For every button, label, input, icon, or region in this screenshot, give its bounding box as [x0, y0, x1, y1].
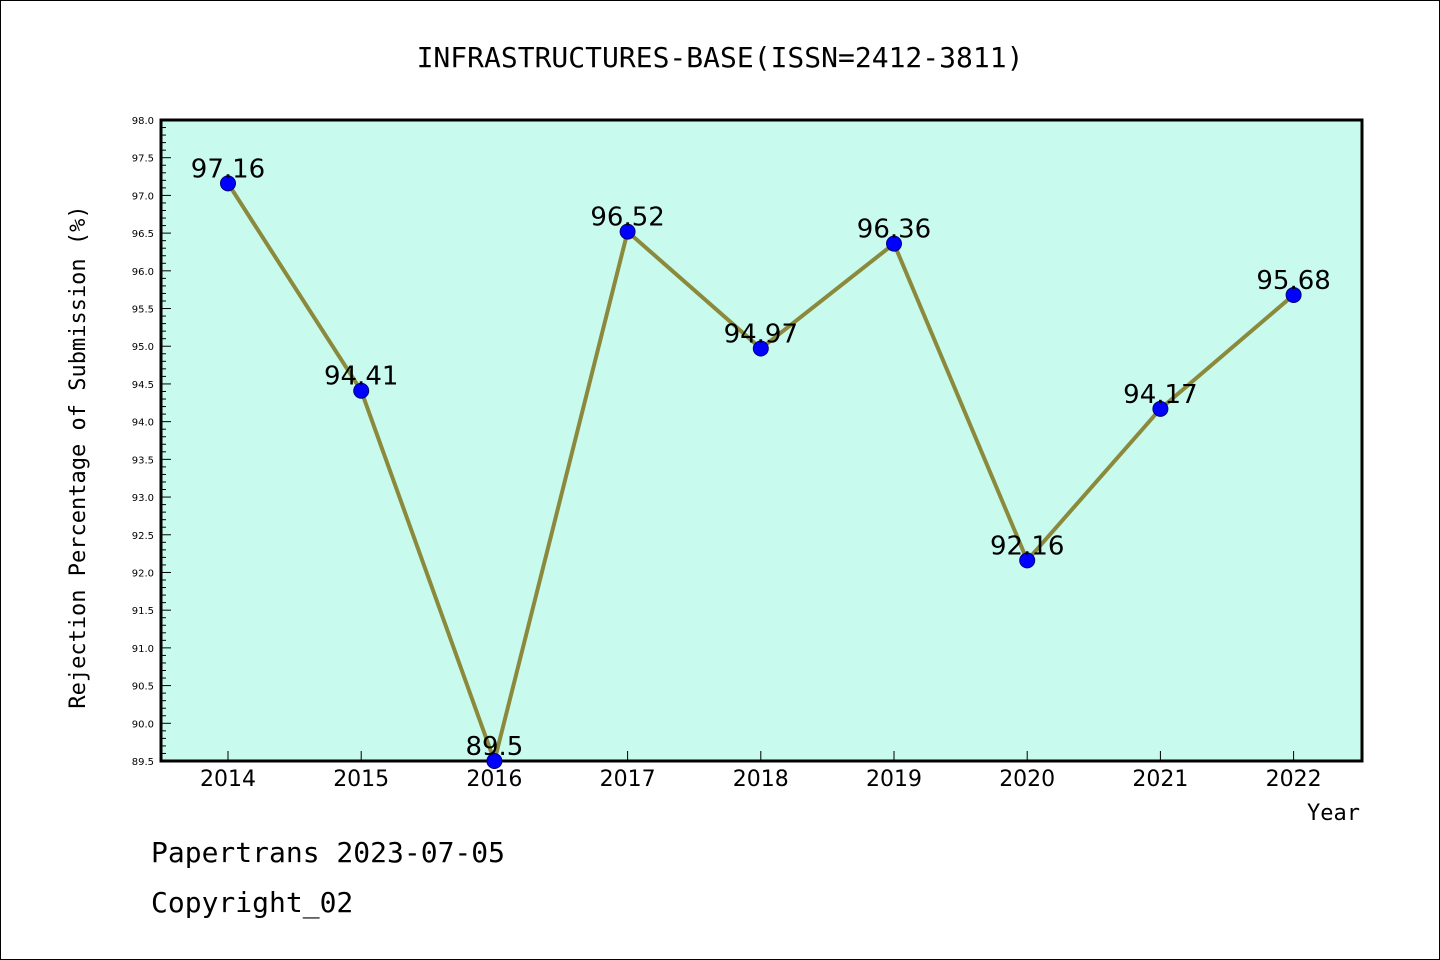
footer-copyright: Copyright_02	[151, 886, 354, 919]
y-tick-label: 93.5	[132, 455, 154, 466]
y-tick-label: 93.0	[132, 493, 154, 504]
data-label: 92.16	[990, 531, 1064, 561]
x-tick-label: 2019	[866, 767, 922, 792]
x-tick-label: 2022	[1266, 767, 1322, 792]
y-tick-label: 94.5	[132, 380, 154, 391]
y-tick-label: 91.5	[132, 606, 154, 617]
data-point	[752, 340, 769, 357]
data-point	[886, 235, 902, 252]
data-label: 94.17	[1123, 380, 1197, 410]
y-tick-label: 90.5	[132, 682, 154, 693]
footer-date: Papertrans 2023-07-05	[151, 836, 506, 869]
data-labels: 97.16 94.41 89.5 96.52 94.97 96.36 92.16 94.17 9…	[191, 154, 1331, 762]
x-tick-label: 2018	[733, 767, 789, 792]
y-tick-label: 94.0	[132, 418, 154, 429]
y-tick-label: 92.0	[132, 568, 154, 579]
data-point	[220, 175, 236, 192]
data-point	[1285, 286, 1302, 303]
x-tick-label: 2016	[466, 767, 522, 792]
data-label: 95.68	[1256, 266, 1330, 296]
y-tick-label: 98.0	[132, 116, 154, 127]
series-group	[220, 175, 1302, 769]
x-tick-label: 2021	[1132, 767, 1188, 792]
y-tick-label: 96.5	[132, 229, 154, 240]
y-tick-label: 89.5	[132, 757, 154, 768]
y-tick-label: 92.5	[132, 531, 154, 542]
x-tick-label: 2020	[999, 767, 1055, 792]
data-label: 89.5	[465, 732, 523, 762]
y-tick-label: 97.0	[132, 191, 154, 202]
x-axis-label: Year	[1307, 801, 1360, 826]
chart-title: INFRASTRUCTURES-BASE(ISSN=2412-3811)	[417, 41, 1024, 74]
data-label: 96.52	[590, 203, 664, 233]
x-axis-ticks: 2014 2015 2016 2017 2018 2019 2020 2021 2022	[200, 751, 1322, 792]
x-tick-label: 2017	[600, 767, 656, 792]
data-label: 97.16	[191, 154, 265, 184]
y-axis-ticks: 89.5 90.0 90.5 91.0 91.5 92.0 92.5 93.0 93.5 94.0…	[132, 116, 171, 768]
data-point	[353, 382, 370, 399]
x-tick-label: 2014	[200, 767, 256, 792]
data-label: 94.97	[724, 319, 798, 349]
plot-area	[159, 118, 1364, 763]
x-tick-label: 2015	[333, 767, 389, 792]
data-point	[1152, 400, 1169, 417]
y-axis-label: Rejection Percentage of Submission (%)	[66, 205, 91, 708]
data-label: 94.41	[324, 362, 398, 392]
y-tick-label: 95.5	[132, 305, 154, 316]
data-label: 96.36	[857, 215, 931, 245]
data-point	[1019, 552, 1036, 569]
y-tick-label: 97.5	[132, 154, 154, 165]
y-tick-label: 96.0	[132, 267, 154, 278]
data-point	[486, 753, 503, 769]
y-tick-label: 90.0	[132, 719, 154, 730]
data-point	[619, 223, 636, 240]
y-tick-label: 91.0	[132, 644, 154, 655]
y-tick-label: 95.0	[132, 342, 154, 353]
